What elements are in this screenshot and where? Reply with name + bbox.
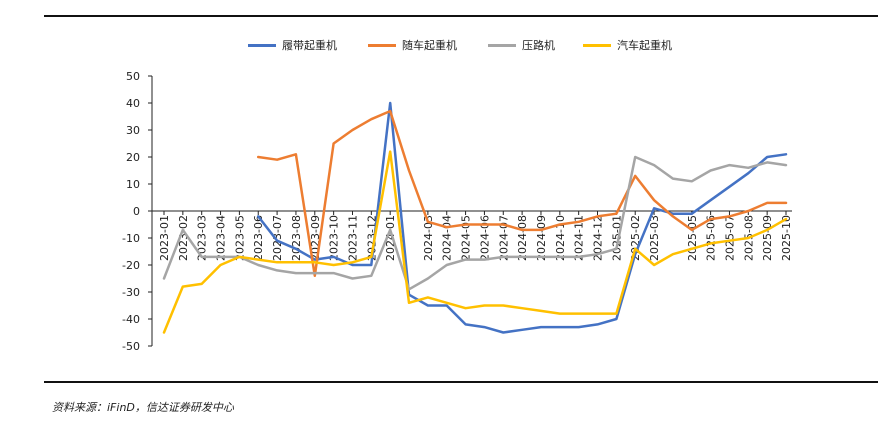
y-tick-label: -10 [122,232,140,245]
bottom-rule [44,381,878,383]
y-tick-label: 40 [126,97,140,110]
x-tick-label: 2025-10 [780,215,793,261]
series-line-road-roller [162,155,788,291]
source-note: 资料来源：iFinD，信达证券研发中心 [52,401,234,414]
y-tick-label: 10 [126,178,140,191]
x-tick-label: 2025-03 [648,215,661,261]
x-tick-label: 2023-03 [196,215,209,261]
x-tick-label: 2024-03 [422,215,435,261]
legend-label-truck-mounted-crane: 随车起重机 [402,39,457,52]
x-tick-label: 2024-04 [441,215,454,261]
chart-legend: 履带起重机 随车起重机 压路机 汽车起重机 [0,35,884,55]
x-tick-label: 2025-02 [629,215,642,261]
x-tick-label: 2023-06 [252,215,265,261]
x-tick-label: 2024-11 [573,215,586,261]
y-tick-label: 30 [126,124,140,137]
series-line-truck-mounted-crane [256,109,788,278]
y-tick-label: 20 [126,151,140,164]
legend-swatch-truck-mounted-crane [368,43,396,47]
x-tick-label: 2023-08 [290,215,303,261]
x-tick-label: 2024-05 [460,215,473,261]
y-tick-label: -40 [122,313,140,326]
y-tick-label: 50 [126,70,140,83]
x-tick-label: 2025-06 [705,215,718,261]
legend-item-truck-crane: 汽车起重机 [583,35,672,55]
y-tick-label: -30 [122,286,140,299]
legend-label-road-roller: 压路机 [522,39,555,52]
series-line-truck-crane [162,150,788,334]
x-tick-label: 2023-02 [177,215,190,261]
x-tick-label: 2025-09 [761,215,774,261]
x-tick-label: 2024-12 [592,215,605,261]
y-tick-label: -20 [122,259,140,272]
x-tick-label: 2024-09 [535,215,548,261]
x-tick-label: 2023-11 [346,215,359,261]
legend-item-crawler-crane: 履带起重机 [248,35,337,55]
legend-item-truck-mounted-crane: 随车起重机 [368,35,457,55]
top-rule [44,15,878,17]
series-lines [162,101,788,334]
x-tick-label: 2023-04 [215,215,228,261]
x-tick-label: 2025-07 [723,215,736,261]
x-tick-label: 2023-07 [271,215,284,261]
y-axis: 50 40 30 20 10 0 -10 -20 -30 -40 -50 [122,70,153,353]
legend-swatch-road-roller [488,43,516,47]
x-tick-label: 2023-10 [328,215,341,261]
x-tick-label: 2023-05 [233,215,246,261]
legend-item-road-roller: 压路机 [488,35,555,55]
x-tick-label: 2025-05 [686,215,699,261]
x-tick-label: 2024-08 [516,215,529,261]
legend-label-crawler-crane: 履带起重机 [282,39,337,52]
legend-swatch-crawler-crane [248,43,276,47]
x-tick-label: 2024-07 [497,215,510,261]
x-axis: 2023-01 2023-02 2023-03 2023-04 2023-05 2023-… [152,210,793,261]
legend-label-truck-crane: 汽车起重机 [617,39,672,52]
x-tick-label: 2024-10 [554,215,567,261]
x-tick-label: 2023-01 [158,215,171,261]
y-tick-label: 0 [133,205,140,218]
x-tick-label: 2024-01 [384,215,397,261]
x-tick-label: 2024-06 [478,215,491,261]
legend-swatch-truck-crane [583,43,611,47]
y-tick-label: -50 [122,340,140,353]
